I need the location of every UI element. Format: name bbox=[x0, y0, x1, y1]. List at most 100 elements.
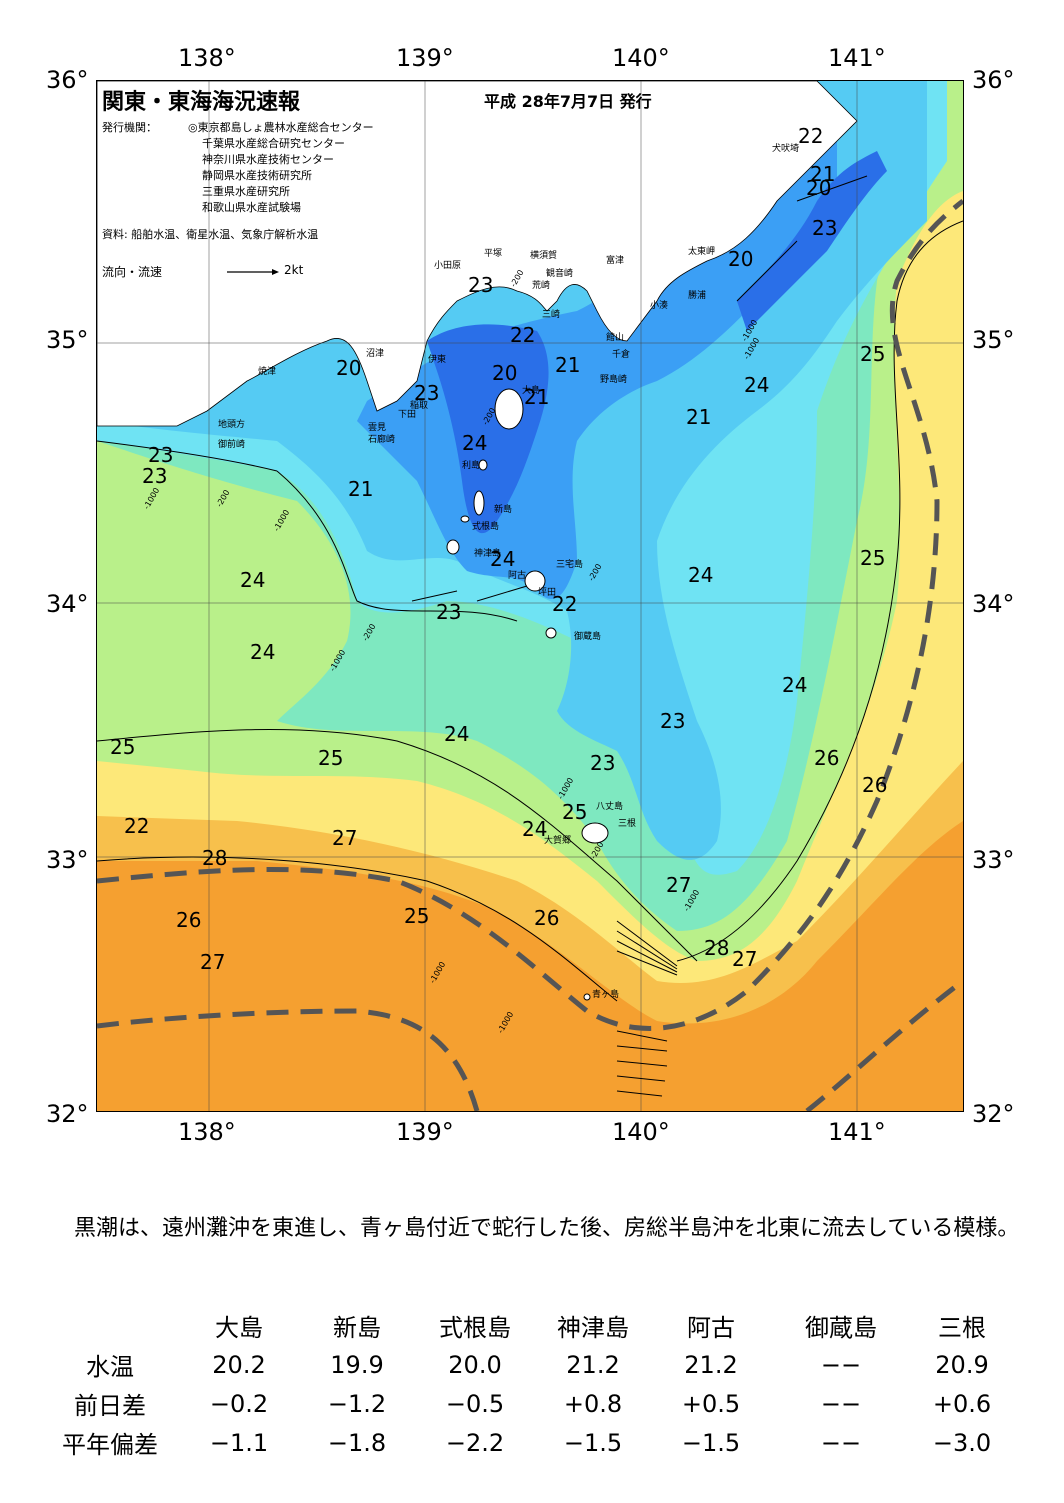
publisher-item: 神奈川県水産技術センター bbox=[202, 153, 334, 166]
lon-label-bottom-139: 139° bbox=[396, 1118, 454, 1146]
place-name: 犬吠埼 bbox=[772, 144, 800, 154]
table-corner bbox=[40, 1306, 180, 1345]
place-name: 利島 bbox=[462, 461, 481, 471]
column-header: 三根 bbox=[938, 1314, 986, 1342]
table-cell: −2.2 bbox=[445, 1428, 505, 1457]
isotherm-label: 22 bbox=[552, 592, 578, 616]
kuroshio-south-axis bbox=[97, 1008, 480, 1111]
place-name: 焼津 bbox=[258, 367, 277, 377]
place-name: 地頭方 bbox=[218, 420, 246, 430]
table-cell: −1.2 bbox=[327, 1389, 387, 1418]
lat-label-left-33: 33° bbox=[46, 846, 89, 874]
place-name: 大賀郷 bbox=[544, 836, 572, 846]
place-name: 太東岬 bbox=[688, 247, 716, 257]
place-name: 坪田 bbox=[538, 588, 557, 598]
island-miyakejima bbox=[524, 570, 546, 592]
island-hachijojima bbox=[581, 822, 609, 844]
table-header-row: 大島 新島 式根島 神津島 阿古 御蔵島 三根 bbox=[40, 1306, 1012, 1345]
isotherm-label: 25 bbox=[318, 746, 344, 770]
isotherm-label: 25 bbox=[860, 342, 886, 366]
lat-label-left-32: 32° bbox=[46, 1100, 89, 1128]
isotherm-label: 20 bbox=[492, 361, 518, 385]
lon-label-top-138: 138° bbox=[178, 44, 236, 72]
isotherm-label: 25 bbox=[562, 800, 588, 824]
isotherm-label: 24 bbox=[250, 640, 276, 664]
isotherm-label: 24 bbox=[688, 563, 714, 587]
table-cell: −− bbox=[820, 1350, 862, 1379]
issue-date: 平成 28年7月7日 発行 bbox=[484, 92, 652, 111]
isotherm-label: 26 bbox=[814, 746, 840, 770]
data-source: 資料: 船舶水温、衛星水温、気象庁解析水温 bbox=[102, 228, 319, 241]
grid-lines bbox=[97, 81, 963, 1111]
isotherm-label: 26 bbox=[534, 906, 560, 930]
isotherm-label: 21 bbox=[348, 477, 374, 501]
island-aogashima bbox=[583, 993, 591, 1001]
island-mikurajima bbox=[545, 627, 557, 639]
island-shikinejima bbox=[460, 515, 470, 523]
lon-label-top-141: 141° bbox=[828, 44, 886, 72]
sea-temperature-map bbox=[96, 80, 964, 1112]
isotherm-label: 27 bbox=[666, 873, 692, 897]
flow-legend-arrow bbox=[227, 269, 279, 275]
place-name: 大島 bbox=[522, 386, 541, 396]
band-20 bbox=[427, 324, 549, 534]
flow-legend-scale: 2kt bbox=[284, 263, 304, 277]
island-temperature-table: 大島 新島 式根島 神津島 阿古 御蔵島 三根 水温 20.2 19.9 20.… bbox=[40, 1306, 1012, 1462]
isotherm-label: 22 bbox=[798, 124, 824, 148]
isotherm-label: 24 bbox=[744, 373, 770, 397]
table-cell: 20.9 bbox=[935, 1350, 989, 1379]
table-cell: 21.2 bbox=[566, 1350, 620, 1379]
isotherm-label: 23 bbox=[436, 600, 462, 624]
isotherm-label: 21 bbox=[686, 405, 712, 429]
row-label: 平年偏差 bbox=[62, 1431, 158, 1459]
table-cell: 19.9 bbox=[330, 1350, 384, 1379]
place-name: 稲取 bbox=[410, 401, 429, 411]
isotherm-label: 26 bbox=[862, 773, 888, 797]
place-name: 阿古 bbox=[508, 571, 527, 581]
place-name: 横須賀 bbox=[530, 251, 558, 261]
place-name: 三崎 bbox=[542, 310, 561, 320]
land-honshu bbox=[97, 81, 858, 427]
table-cell: −1.1 bbox=[209, 1428, 269, 1457]
place-name: 御前崎 bbox=[218, 440, 246, 450]
table-row: 水温 20.2 19.9 20.0 21.2 21.2 −− 20.9 bbox=[40, 1345, 1012, 1384]
island-oshima bbox=[494, 388, 524, 430]
table-cell: 21.2 bbox=[684, 1350, 738, 1379]
publisher-item: 千葉県水産総合研究センター bbox=[202, 137, 345, 150]
lon-label-bottom-138: 138° bbox=[178, 1118, 236, 1146]
isotherm-label: 23 bbox=[414, 381, 440, 405]
place-name: 式根島 bbox=[472, 522, 500, 532]
table-cell: +0.6 bbox=[932, 1389, 992, 1418]
band-20b bbox=[737, 151, 887, 331]
isotherm-label: 23 bbox=[142, 464, 168, 488]
description-text: 黒潮は、遠州灘沖を東進し、青ヶ島付近で蛇行した後、房総半島沖を北東に流去している… bbox=[52, 1216, 1020, 1241]
place-name: 館山 bbox=[606, 333, 625, 343]
isotherm-label: 21 bbox=[555, 353, 581, 377]
place-name: 八丈島 bbox=[596, 802, 624, 812]
isotherm-label: 27 bbox=[732, 947, 758, 971]
island-kozushima bbox=[446, 539, 460, 555]
publisher-item: 静岡県水産技術研究所 bbox=[202, 169, 312, 182]
lat-label-right-35: 35° bbox=[972, 326, 1015, 354]
lon-label-bottom-140: 140° bbox=[612, 1118, 670, 1146]
table-cell: −3.0 bbox=[932, 1428, 992, 1457]
column-header: 御蔵島 bbox=[805, 1314, 877, 1342]
isotherm-label: 20 bbox=[728, 247, 754, 271]
table-cell: −0.5 bbox=[445, 1389, 505, 1418]
place-name: 三宅島 bbox=[556, 560, 584, 570]
place-name: 神津島 bbox=[474, 549, 502, 559]
isotherm-label: 25 bbox=[110, 735, 136, 759]
table-row: 前日差 −0.2 −1.2 −0.5 +0.8 +0.5 −− +0.6 bbox=[40, 1384, 1012, 1423]
isotherm-label: 24 bbox=[240, 568, 266, 592]
place-name: 野島崎 bbox=[600, 375, 628, 385]
table-row: 平年偏差 −1.1 −1.8 −2.2 −1.5 −1.5 −− −3.0 bbox=[40, 1423, 1012, 1462]
isotherm-label: 20 bbox=[336, 356, 362, 380]
place-name: 青ヶ島 bbox=[592, 990, 620, 1000]
table-cell: −− bbox=[820, 1428, 862, 1457]
lon-label-bottom-141: 141° bbox=[828, 1118, 886, 1146]
table-cell: 20.0 bbox=[448, 1350, 502, 1379]
place-name: 石廊崎 bbox=[368, 435, 396, 445]
lon-label-top-139: 139° bbox=[396, 44, 454, 72]
row-label: 前日差 bbox=[74, 1392, 146, 1420]
table-cell: +0.8 bbox=[563, 1389, 623, 1418]
